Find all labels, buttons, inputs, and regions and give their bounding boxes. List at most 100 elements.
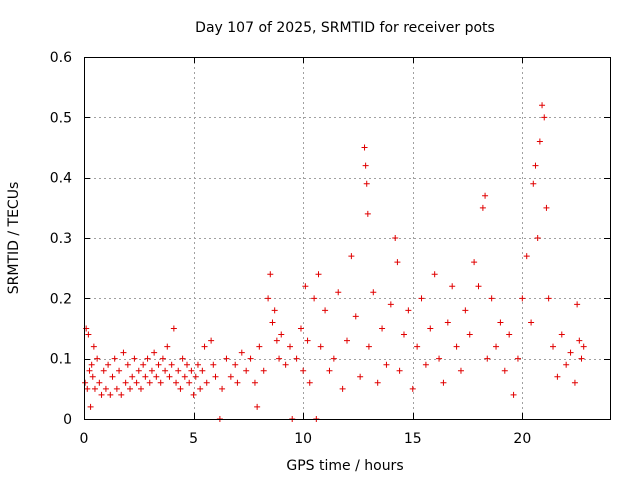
data-point — [273, 337, 280, 344]
data-point — [208, 337, 215, 344]
data-point — [247, 355, 254, 362]
data-point — [227, 373, 234, 380]
chart-title: Day 107 of 2025, SRMTID for receiver pot… — [195, 20, 495, 36]
data-point — [536, 138, 543, 145]
data-points — [82, 102, 587, 422]
data-point — [394, 259, 401, 266]
data-point — [361, 144, 368, 151]
data-point — [436, 355, 443, 362]
data-point — [364, 210, 371, 217]
data-point — [578, 355, 585, 362]
data-point — [414, 343, 421, 350]
data-point — [362, 162, 369, 169]
data-point — [234, 379, 241, 386]
x-axis-label: GPS time / hours — [286, 458, 403, 474]
data-point — [129, 373, 136, 380]
data-point — [514, 355, 521, 362]
data-point — [326, 367, 333, 374]
data-point — [532, 162, 539, 169]
data-point — [580, 343, 587, 350]
data-point — [466, 331, 473, 338]
data-point — [282, 361, 289, 368]
data-point — [471, 259, 478, 266]
data-point — [243, 367, 250, 374]
data-point — [370, 289, 377, 296]
data-point — [107, 391, 114, 398]
data-point — [409, 385, 416, 392]
data-point — [256, 343, 263, 350]
data-point — [567, 349, 574, 356]
data-point — [151, 349, 158, 356]
data-point — [311, 295, 318, 302]
data-point — [166, 373, 173, 380]
data-point — [383, 361, 390, 368]
data-point — [142, 373, 149, 380]
data-point — [400, 331, 407, 338]
data-point — [113, 385, 120, 392]
data-point — [510, 391, 517, 398]
data-point — [88, 361, 95, 368]
data-point — [194, 361, 201, 368]
data-point — [493, 343, 500, 350]
data-point — [177, 385, 184, 392]
data-point — [322, 307, 329, 314]
data-point — [543, 204, 550, 211]
data-point — [210, 361, 217, 368]
data-point — [238, 349, 245, 356]
data-point — [175, 367, 182, 374]
data-point — [352, 313, 359, 320]
data-point — [363, 180, 370, 187]
y-tick-label: 0 — [63, 412, 72, 428]
data-point — [387, 301, 394, 308]
data-point — [558, 331, 565, 338]
data-point — [335, 289, 342, 296]
data-point — [422, 361, 429, 368]
y-axis-label: SRMTID / TECUs — [6, 182, 22, 295]
x-tick-label: 5 — [189, 431, 198, 447]
data-point — [201, 343, 208, 350]
data-point — [135, 367, 142, 374]
data-point — [124, 361, 131, 368]
y-tick-label: 0.4 — [50, 171, 72, 187]
data-point — [146, 379, 153, 386]
data-point — [203, 379, 210, 386]
data-point — [94, 355, 101, 362]
data-point — [396, 367, 403, 374]
data-point — [188, 367, 195, 374]
data-point — [144, 355, 151, 362]
data-point — [91, 385, 98, 392]
data-point — [170, 325, 177, 332]
data-point — [488, 295, 495, 302]
data-point — [427, 325, 434, 332]
data-point — [297, 325, 304, 332]
data-point — [330, 355, 337, 362]
data-point — [192, 373, 199, 380]
data-point — [168, 361, 175, 368]
data-point — [545, 295, 552, 302]
data-point — [148, 367, 155, 374]
data-point — [530, 180, 537, 187]
data-point — [365, 343, 372, 350]
data-point — [102, 385, 109, 392]
data-point — [179, 355, 186, 362]
data-point — [131, 355, 138, 362]
data-point — [100, 367, 107, 374]
data-point — [287, 343, 294, 350]
data-point — [457, 367, 464, 374]
data-point — [96, 379, 103, 386]
data-point — [271, 307, 278, 314]
data-point — [232, 361, 239, 368]
data-point — [90, 343, 97, 350]
data-point — [84, 385, 91, 392]
data-point — [190, 391, 197, 398]
data-point — [453, 343, 460, 350]
x-tick-labels: 0 5 10 15 20 — [80, 431, 532, 447]
data-point — [116, 367, 123, 374]
data-point — [199, 367, 206, 374]
data-point — [348, 253, 355, 260]
y-tick-label: 0.5 — [50, 110, 72, 126]
data-point — [571, 379, 578, 386]
data-point — [219, 385, 226, 392]
data-point — [563, 361, 570, 368]
